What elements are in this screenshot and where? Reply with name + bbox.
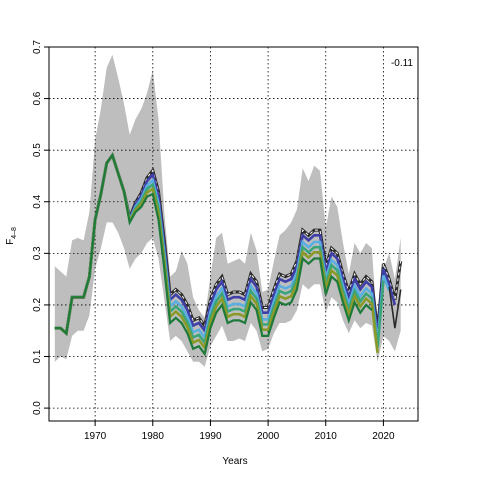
x-axis-label: Years [222,456,247,467]
confidence-band [54,54,401,367]
y-tick-label: 0.0 [32,401,43,415]
y-ticks: 0.0 0.1 0.2 0.3 0.4 0.5 0.6 0.7 [32,40,49,415]
x-ticks: 1970 1980 1990 2000 2010 2020 [84,421,395,442]
x-tick-label: 1980 [142,431,165,442]
retrospective-lines-layer [54,152,403,357]
y-axis-label-main: F [5,239,16,245]
x-tick-label: 2020 [372,431,395,442]
plot-frame [48,46,419,422]
mohns-rho-annotation: -0.11 [391,58,413,69]
terminal-line [388,286,402,329]
y-tick-label: 0.3 [32,246,43,260]
x-tick-label: 2000 [257,431,280,442]
y-tick-label: 0.7 [32,40,43,54]
y-tick-label: 0.5 [32,143,43,157]
retro-line-dashed [54,154,402,335]
x-tick-label: 1970 [84,431,107,442]
y-tick-label: 0.2 [32,298,43,312]
y-axis-label-sub: 4–8 [11,227,18,239]
y-tick-label: 0.4 [32,194,43,208]
axes-layer [48,46,419,422]
retro-line-5 [54,152,373,357]
y-tick-label: 0.1 [32,349,43,363]
x-tick-label: 1990 [199,431,222,442]
y-axis-label: F4–8 [5,227,18,245]
x-tick-label: 2010 [315,431,338,442]
y-tick-label: 0.6 [32,91,43,105]
confidence-band-layer [54,54,401,367]
